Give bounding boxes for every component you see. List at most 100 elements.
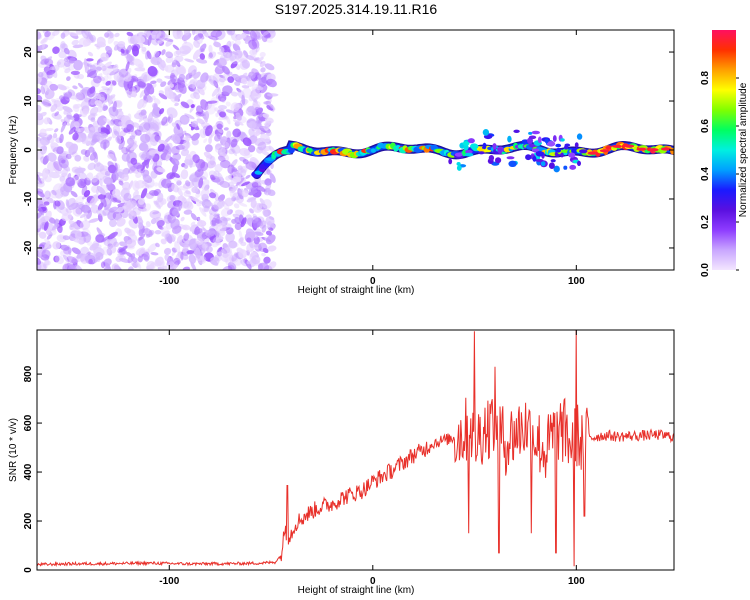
noise-blob bbox=[113, 119, 123, 127]
noise-blob bbox=[200, 188, 210, 198]
noise-blob bbox=[83, 233, 92, 243]
noise-blob bbox=[216, 222, 227, 234]
snr-series-line bbox=[37, 330, 674, 568]
noise-blob bbox=[198, 175, 207, 180]
noise-blob bbox=[143, 94, 148, 101]
noise-blob bbox=[233, 252, 238, 258]
noise-blob bbox=[241, 85, 250, 89]
noise-blob bbox=[213, 213, 218, 218]
noise-blob bbox=[264, 63, 275, 71]
noise-blob bbox=[240, 166, 248, 173]
noise-blob bbox=[40, 145, 47, 155]
noise-blob bbox=[188, 69, 195, 75]
noise-blob bbox=[46, 87, 50, 93]
noise-blob bbox=[171, 208, 179, 217]
noise-blob bbox=[181, 32, 192, 41]
noise-blob bbox=[175, 196, 180, 201]
noise-blob bbox=[135, 172, 142, 178]
noise-blob bbox=[254, 106, 261, 112]
noise-blob bbox=[213, 199, 224, 210]
signal-scatter-blob bbox=[555, 143, 562, 148]
noise-blob bbox=[230, 91, 238, 97]
noise-blob bbox=[164, 247, 172, 255]
noise-blob bbox=[117, 41, 126, 48]
noise-blob bbox=[104, 136, 113, 144]
noise-blob bbox=[118, 206, 123, 211]
noise-blob bbox=[64, 60, 71, 68]
noise-blob bbox=[260, 67, 266, 73]
noise-blob bbox=[72, 206, 82, 217]
noise-blob bbox=[174, 93, 182, 101]
noise-blob bbox=[199, 224, 205, 234]
noise-blob bbox=[180, 251, 184, 261]
noise-blob bbox=[261, 35, 268, 43]
noise-blob bbox=[121, 173, 129, 182]
noise-blob bbox=[220, 207, 231, 217]
noise-blob bbox=[145, 50, 151, 60]
noise-blob bbox=[221, 136, 228, 143]
noise-blob bbox=[175, 144, 186, 150]
noise-blob bbox=[73, 103, 82, 109]
noise-blob bbox=[118, 121, 127, 129]
noise-blob bbox=[101, 246, 111, 256]
noise-blob bbox=[180, 117, 190, 123]
noise-blob bbox=[177, 82, 187, 94]
noise-blob bbox=[56, 84, 67, 91]
noise-blob bbox=[45, 229, 51, 234]
signal-scatter-blob bbox=[507, 135, 512, 143]
noise-blob bbox=[195, 247, 201, 259]
noise-blob bbox=[52, 46, 60, 54]
noise-blob bbox=[252, 213, 259, 222]
noise-blob bbox=[94, 92, 102, 100]
noise-blob bbox=[96, 105, 104, 113]
noise-blob bbox=[61, 212, 72, 221]
noise-blob bbox=[136, 164, 146, 174]
noise-blob bbox=[216, 250, 223, 257]
noise-blob bbox=[205, 104, 216, 115]
noise-blob bbox=[186, 201, 193, 209]
noise-blob bbox=[185, 141, 190, 150]
noise-blob bbox=[46, 234, 53, 240]
noise-blob bbox=[154, 229, 162, 235]
noise-blob bbox=[66, 256, 78, 265]
noise-blob bbox=[126, 31, 134, 37]
spectrogram-x-ticks: -100 0 100 bbox=[159, 30, 585, 287]
noise-blob bbox=[37, 136, 42, 142]
signal-scatter-blob bbox=[478, 151, 485, 155]
noise-blob bbox=[79, 212, 89, 219]
noise-blob bbox=[97, 126, 107, 134]
noise-blob bbox=[195, 79, 206, 90]
noise-blob bbox=[112, 171, 119, 181]
noise-blob bbox=[210, 30, 223, 38]
noise-blob bbox=[158, 90, 165, 95]
noise-blob bbox=[256, 120, 264, 131]
noise-blob bbox=[249, 120, 257, 129]
noise-blob bbox=[191, 30, 196, 36]
colorbar-tick-label: 0.6 bbox=[700, 119, 711, 133]
noise-blob bbox=[95, 251, 104, 261]
noise-blob bbox=[147, 66, 158, 77]
noise-blob bbox=[134, 129, 142, 136]
signal-scatter-blob bbox=[537, 136, 542, 144]
noise-blob bbox=[132, 207, 141, 216]
noise-blob bbox=[102, 176, 111, 185]
noise-blob bbox=[208, 192, 217, 199]
noise-blob bbox=[51, 30, 60, 37]
noise-blob bbox=[164, 38, 174, 42]
noise-blob bbox=[159, 121, 169, 127]
noise-blob bbox=[138, 222, 144, 230]
noise-blob bbox=[55, 101, 64, 111]
noise-blob bbox=[107, 164, 117, 174]
noise-blob bbox=[51, 112, 62, 120]
noise-blob bbox=[37, 31, 42, 40]
noise-blob bbox=[135, 247, 146, 256]
signal-scatter-blob bbox=[454, 152, 463, 157]
noise-blob bbox=[155, 242, 160, 248]
noise-blob bbox=[161, 116, 168, 126]
noise-blob bbox=[231, 184, 239, 193]
noise-blob bbox=[251, 215, 258, 224]
noise-blob bbox=[189, 174, 198, 183]
noise-blob bbox=[166, 183, 172, 188]
noise-blob bbox=[242, 30, 251, 35]
noise-blob bbox=[183, 201, 194, 211]
